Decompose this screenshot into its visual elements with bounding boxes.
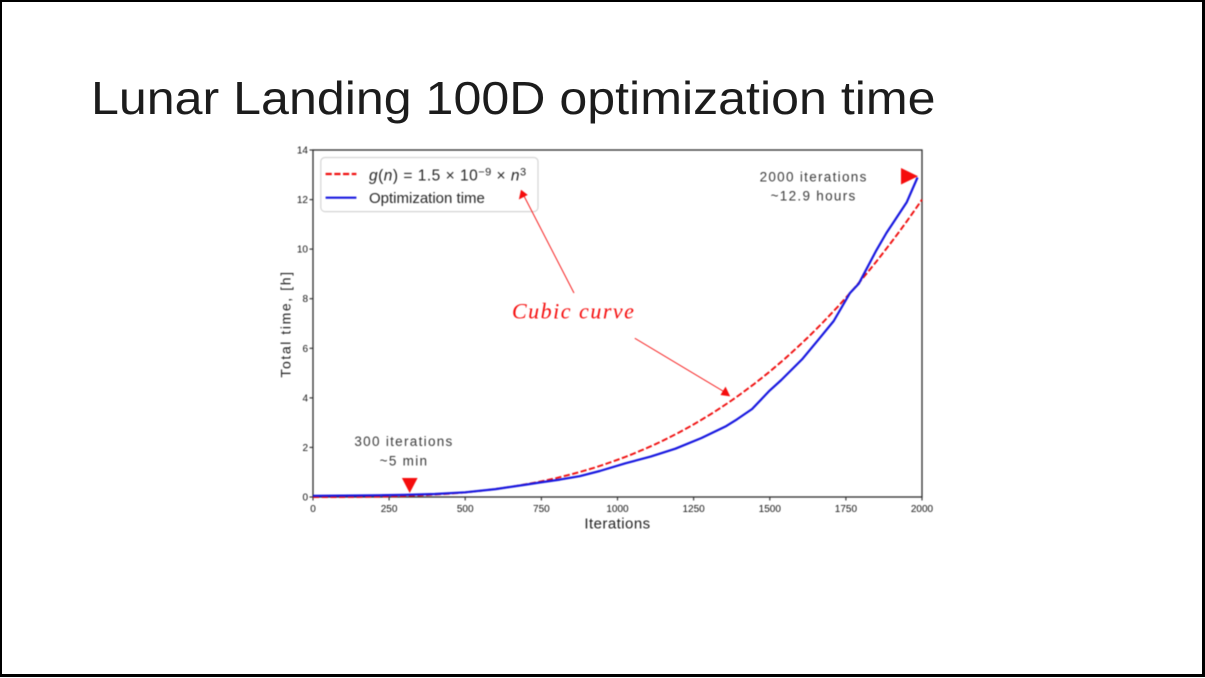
svg-text:2: 2 [302,443,308,454]
svg-text:14: 14 [297,146,309,157]
svg-text:750: 750 [533,504,550,515]
svg-text:250: 250 [381,504,398,515]
svg-text:6: 6 [302,344,308,355]
svg-text:2000: 2000 [911,504,934,515]
svg-text:8: 8 [302,294,308,305]
svg-text:10: 10 [297,245,309,256]
svg-text:500: 500 [457,504,474,515]
svg-text:Iterations: Iterations [584,516,650,533]
svg-text:Optimization time: Optimization time [369,190,485,207]
svg-text:0: 0 [302,493,308,504]
svg-text:~5 min: ~5 min [380,453,429,468]
svg-text:12: 12 [297,195,309,206]
svg-text:1250: 1250 [682,504,705,515]
svg-text:g(n) = 1.5 × 10−9 × n3: g(n) = 1.5 × 10−9 × n3 [369,167,527,185]
svg-text:0: 0 [310,504,316,515]
svg-text:2000 iterations: 2000 iterations [760,169,868,184]
svg-text:Total time, [h]: Total time, [h] [278,270,294,377]
svg-text:Cubic curve: Cubic curve [512,298,635,323]
svg-text:1000: 1000 [606,504,629,515]
svg-text:300 iterations: 300 iterations [354,434,453,449]
svg-text:1500: 1500 [759,504,782,515]
svg-text:1750: 1750 [835,504,858,515]
svg-text:~12.9 hours: ~12.9 hours [771,188,857,203]
svg-text:4: 4 [302,393,308,404]
